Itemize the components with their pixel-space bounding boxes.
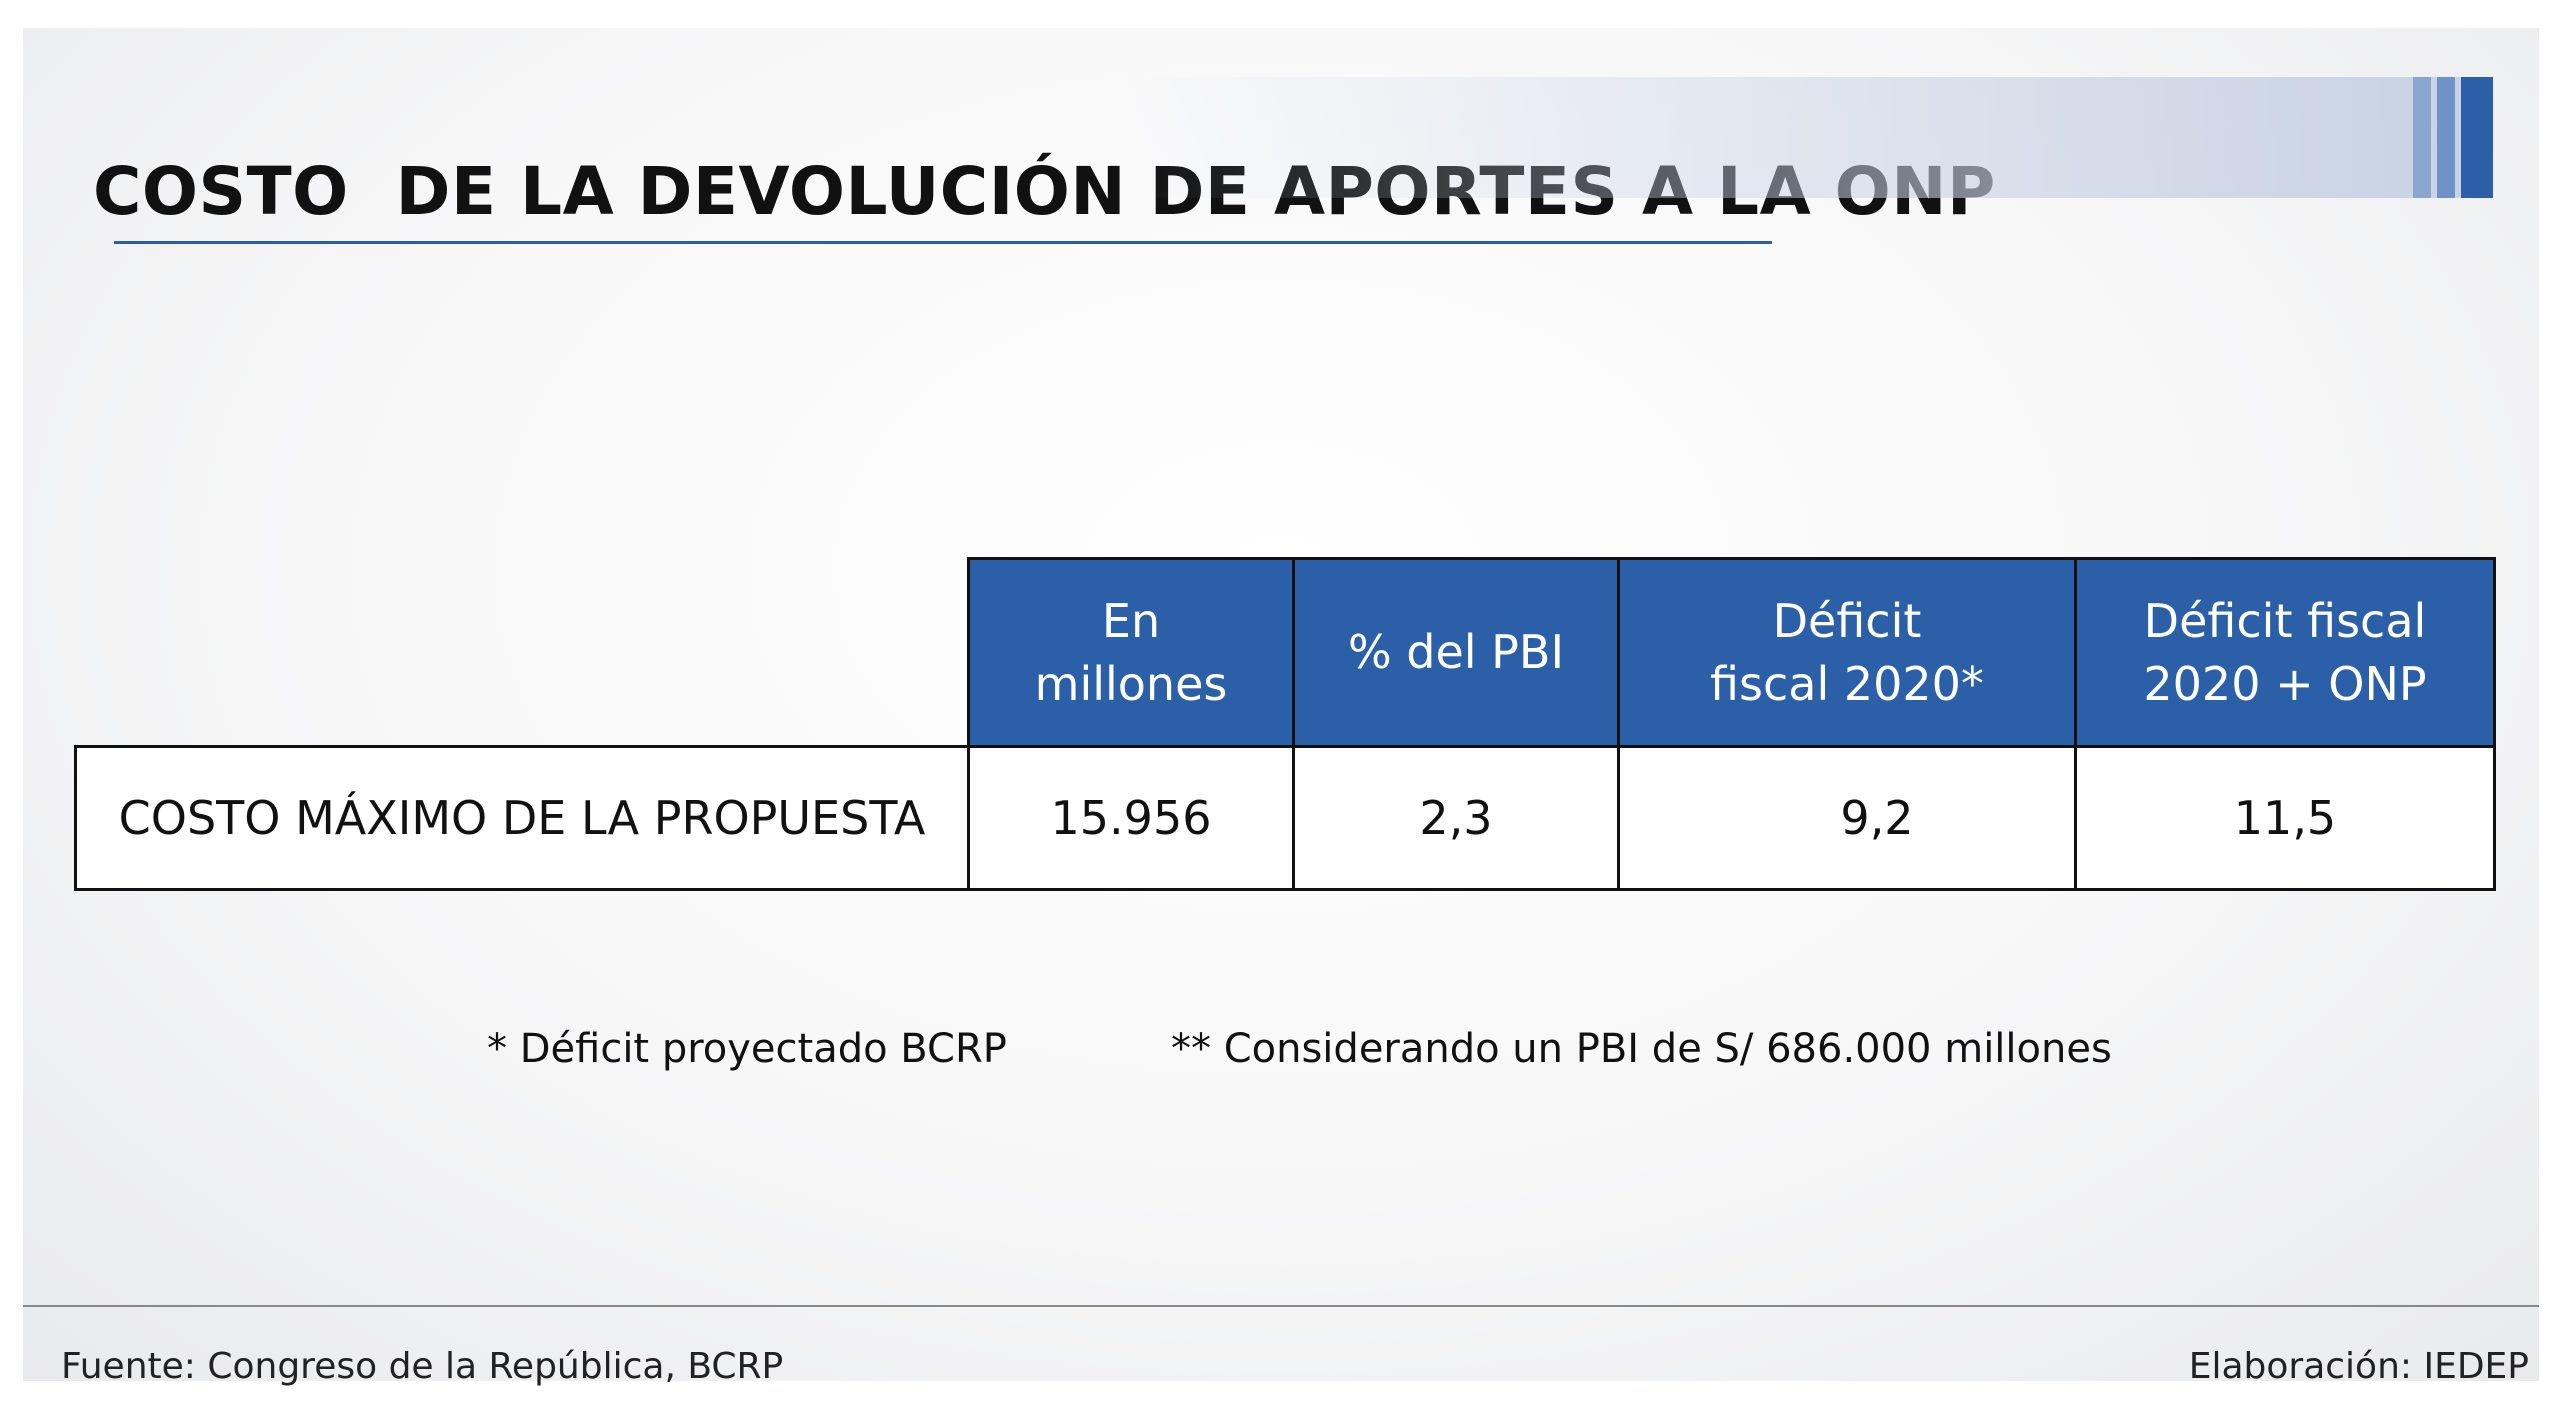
- table-cell: 11,5: [2074, 745, 2496, 891]
- decoration-stripe: [2437, 77, 2455, 198]
- table-header: Déficit fiscal 2020*: [1617, 557, 2077, 748]
- credit: Elaboración: IEDEP: [2188, 1346, 2529, 1387]
- decoration-stripe: [2461, 77, 2493, 198]
- title-underline: [114, 241, 1772, 244]
- slide: COSTO DE LA DEVOLUCIÓN DE APORTES A LA O…: [23, 28, 2539, 1387]
- table-cell: 15.956: [967, 745, 1295, 891]
- footer-rule: [23, 1305, 2539, 1307]
- decoration-stripe: [2413, 77, 2431, 198]
- source: Fuente: Congreso de la República, BCRP: [61, 1346, 784, 1387]
- decoration: [1123, 77, 2493, 198]
- table-cell: 2,3: [1292, 745, 1620, 891]
- footnote: ** Considerando un PBI de S/ 686.000 mil…: [1171, 1026, 2112, 1072]
- footnote: * Déficit proyectado BCRP: [487, 1026, 1007, 1072]
- table-header: % del PBI: [1292, 557, 1620, 748]
- table-row-label: COSTO MÁXIMO DE LA PROPUESTA: [74, 745, 970, 891]
- table-header: Déficit fiscal 2020 + ONP: [2074, 557, 2496, 748]
- table-header: En millones: [967, 557, 1295, 748]
- table-cell: 9,2: [1617, 745, 2077, 891]
